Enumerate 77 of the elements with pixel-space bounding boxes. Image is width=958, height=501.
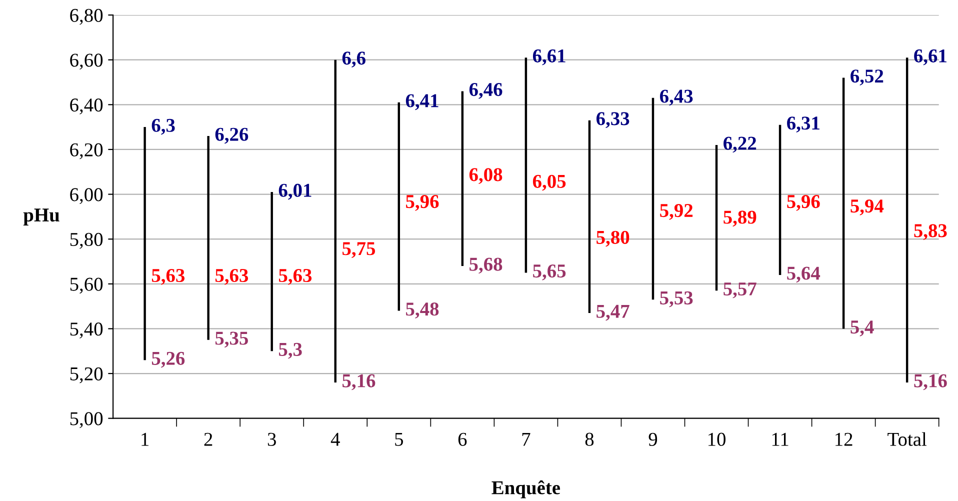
y-tick-label: 6,00 — [70, 188, 103, 204]
y-tick-label: 5,60 — [70, 278, 103, 294]
x-tick-label: 3 — [268, 432, 276, 446]
annotation: 5,3 — [278, 342, 302, 359]
annotation: 5,80 — [596, 230, 630, 247]
bar — [334, 60, 336, 382]
annotation: 6,08 — [469, 168, 502, 184]
bar — [652, 98, 654, 300]
x-tick-label: 4 — [330, 432, 340, 446]
annotation: 5,63 — [152, 268, 185, 285]
x-axis-title: Enquête — [492, 480, 560, 498]
x-tick-label: 5 — [395, 432, 403, 446]
bar — [842, 78, 845, 329]
bar — [207, 136, 210, 340]
annotation: 5,94 — [850, 200, 884, 216]
annotation: 6,22 — [724, 136, 756, 153]
x-tick-label: 10 — [708, 432, 726, 446]
x-tick-label: 11 — [772, 432, 788, 446]
annotation: 6,43 — [660, 90, 693, 106]
annotation: 5,16 — [914, 374, 947, 390]
bar — [524, 58, 528, 273]
annotation: 5,96 — [406, 195, 439, 211]
y-tick-label: 5,00 — [70, 412, 103, 428]
annotation: 6,26 — [215, 128, 248, 144]
bar — [398, 102, 400, 311]
y-tick-label: 6,40 — [70, 98, 103, 114]
annotation: 5,63 — [215, 268, 248, 285]
annotation: 5,63 — [278, 268, 312, 285]
annotation: 6,46 — [469, 83, 502, 99]
annotation: 6,41 — [406, 94, 438, 110]
annotation: 5,89 — [724, 210, 756, 227]
x-tick-label: 2 — [204, 432, 212, 446]
y-tick-label: 6,20 — [70, 143, 103, 160]
annotation: 5,83 — [914, 224, 947, 240]
annotation: 5,26 — [152, 352, 185, 368]
annotation: 5,4 — [850, 320, 874, 336]
x-tick-label: 6 — [458, 432, 467, 446]
y-tick-label: 5,40 — [70, 322, 103, 338]
annotation: 5,64 — [787, 266, 820, 283]
y-axis-title: pHu — [23, 208, 60, 226]
x-tick-label: 8 — [585, 432, 594, 446]
annotation: 5,92 — [660, 204, 693, 220]
y-tick-label: 6,60 — [70, 54, 103, 70]
y-tick-label: 5,80 — [70, 232, 103, 249]
annotation: 6,61 — [914, 49, 946, 66]
bar — [588, 120, 591, 314]
y-tick-label: 6,80 — [70, 8, 103, 25]
annotation: 5,75 — [342, 242, 376, 258]
annotation: 6,33 — [596, 112, 630, 128]
x-tick-label: 9 — [648, 432, 658, 446]
x-tick-label: Total — [888, 432, 927, 446]
annotation: 5,35 — [215, 332, 248, 348]
x-tick-label: 7 — [522, 432, 530, 446]
bar — [715, 144, 718, 291]
x-tick-label: 12 — [836, 432, 852, 446]
annotation: 6,05 — [532, 174, 566, 191]
annotation: 6,52 — [850, 70, 884, 86]
annotation: 6,6 — [342, 52, 366, 68]
annotation: 5,16 — [342, 374, 376, 390]
annotation: 5,48 — [406, 302, 439, 318]
annotation: 6,01 — [278, 184, 312, 200]
annotation: 6,31 — [787, 116, 820, 133]
x-tick-label: 1 — [142, 432, 148, 446]
bar — [778, 124, 782, 275]
bar — [906, 58, 908, 382]
annotation: 5,68 — [470, 258, 502, 274]
annotation: 5,65 — [533, 264, 566, 280]
bar — [461, 91, 464, 266]
annotation: 5,47 — [596, 304, 630, 321]
annotation: 5,57 — [724, 282, 756, 298]
annotation: 6,61 — [532, 49, 566, 66]
annotation: 5,96 — [787, 195, 820, 211]
annotation: 5,53 — [660, 291, 693, 308]
bar — [270, 192, 273, 352]
annotation: 6,3 — [152, 118, 175, 135]
bar — [144, 127, 146, 360]
y-tick-label: 5,20 — [70, 367, 103, 384]
